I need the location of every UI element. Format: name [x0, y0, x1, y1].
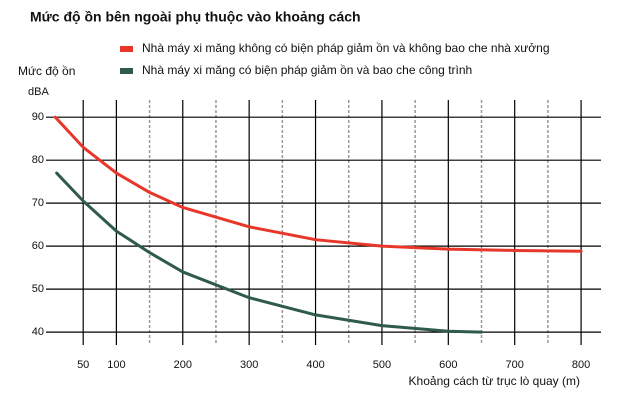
x-axis-label: Khoảng cách từ trục lò quay (m): [409, 374, 580, 388]
x-tick-label: 500: [373, 359, 391, 371]
x-tick-label: 100: [107, 359, 125, 371]
x-tick-label: 50: [77, 359, 89, 371]
y-tick-label: 50: [32, 283, 44, 295]
legend-swatch: [120, 46, 133, 52]
y-tick-label: 70: [32, 197, 44, 209]
x-tick-label: 800: [572, 359, 590, 371]
y-tick-label: 90: [32, 111, 44, 123]
y-axis-label: Mức độ ồn: [18, 64, 75, 78]
x-tick-label: 600: [439, 359, 457, 371]
y-axis-unit: dBA: [28, 86, 49, 98]
line-series: [53, 115, 583, 253]
y-tick-label: 60: [32, 240, 44, 252]
legend-swatch: [120, 68, 133, 74]
x-tick-label: 400: [306, 359, 324, 371]
x-tick-label: 200: [174, 359, 192, 371]
legend-label: Nhà máy xi măng không có biện pháp giảm …: [142, 41, 550, 55]
x-tick-label: 300: [240, 359, 258, 371]
y-tick-label: 80: [32, 154, 44, 166]
line-series: [55, 171, 484, 334]
chart-title: Mức độ ồn bên ngoài phụ thuộc vào khoảng…: [30, 9, 361, 25]
y-tick-label: 40: [32, 326, 44, 338]
legend-label: Nhà máy xi măng có biện pháp giảm ồn và …: [142, 63, 472, 77]
x-tick-label: 700: [506, 359, 524, 371]
